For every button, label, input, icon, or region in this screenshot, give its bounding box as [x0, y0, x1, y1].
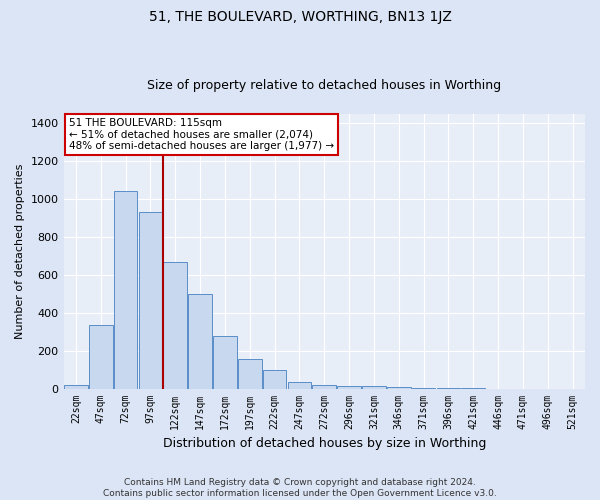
Bar — [362, 386, 386, 388]
Bar — [139, 212, 162, 388]
Bar — [387, 387, 410, 388]
Bar — [213, 336, 237, 388]
Bar — [238, 359, 262, 388]
Bar — [313, 385, 336, 388]
Title: Size of property relative to detached houses in Worthing: Size of property relative to detached ho… — [147, 79, 502, 92]
Bar — [163, 262, 187, 388]
Text: Contains HM Land Registry data © Crown copyright and database right 2024.
Contai: Contains HM Land Registry data © Crown c… — [103, 478, 497, 498]
X-axis label: Distribution of detached houses by size in Worthing: Distribution of detached houses by size … — [163, 437, 486, 450]
Bar — [89, 325, 113, 388]
Y-axis label: Number of detached properties: Number of detached properties — [15, 164, 25, 339]
Bar — [188, 294, 212, 388]
Bar — [287, 382, 311, 388]
Text: 51 THE BOULEVARD: 115sqm
← 51% of detached houses are smaller (2,074)
48% of sem: 51 THE BOULEVARD: 115sqm ← 51% of detach… — [69, 118, 334, 152]
Bar — [337, 386, 361, 388]
Bar — [263, 370, 286, 388]
Bar — [114, 190, 137, 388]
Bar — [64, 385, 88, 388]
Text: 51, THE BOULEVARD, WORTHING, BN13 1JZ: 51, THE BOULEVARD, WORTHING, BN13 1JZ — [149, 10, 451, 24]
